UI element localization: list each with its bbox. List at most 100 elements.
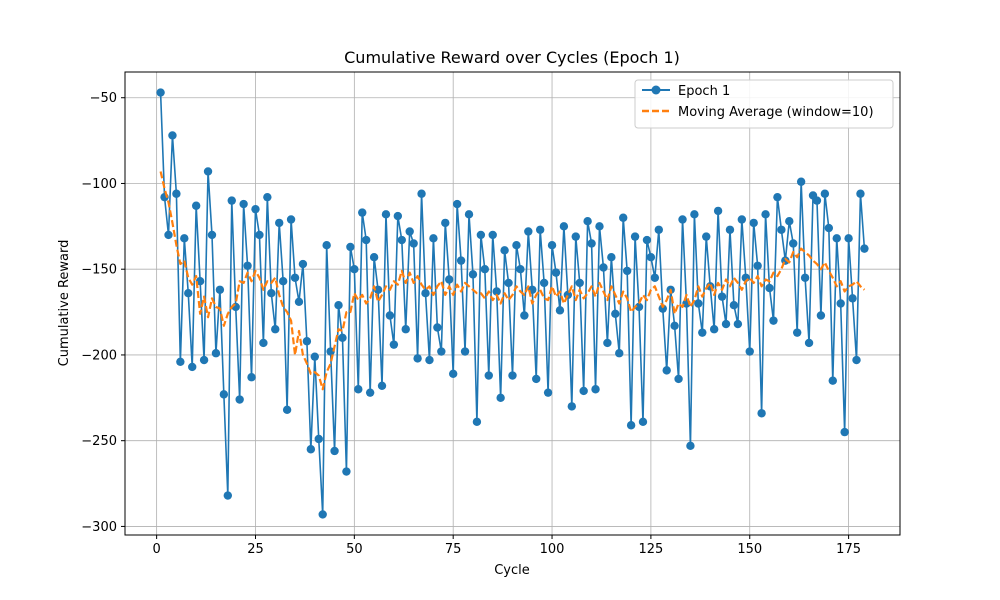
epoch-data-point <box>535 225 545 234</box>
epoch-data-point <box>824 223 834 233</box>
epoch-data-point <box>275 218 284 228</box>
epoch-data-point <box>757 409 766 418</box>
y-tick-label: −200 <box>81 348 117 363</box>
epoch-data-point <box>800 273 810 282</box>
epoch-data-point <box>243 261 252 270</box>
series-layer <box>156 88 869 519</box>
epoch-data-point <box>472 417 482 427</box>
epoch-data-point <box>385 311 395 320</box>
epoch-data-point <box>338 333 347 342</box>
epoch-data-point <box>860 244 869 253</box>
epoch-data-point <box>464 210 474 219</box>
epoch-data-point <box>769 316 778 325</box>
epoch-data-point <box>405 227 414 236</box>
epoch-data-point <box>168 131 177 140</box>
epoch-data-point <box>267 289 276 298</box>
legend-marker-epoch <box>651 85 661 95</box>
epoch-data-point <box>702 232 711 241</box>
epoch-data-point <box>713 206 723 216</box>
epoch-data-point <box>516 265 525 274</box>
epoch-data-point <box>251 204 260 214</box>
epoch-data-point <box>607 253 616 262</box>
epoch-data-point <box>650 273 660 282</box>
epoch-data-point <box>452 199 462 209</box>
epoch-data-point <box>820 189 830 198</box>
y-tick-label: −50 <box>90 91 117 106</box>
epoch-data-point <box>785 216 794 226</box>
epoch-data-point <box>172 189 181 198</box>
epoch-data-point <box>792 328 802 337</box>
epoch-data-point <box>539 278 549 288</box>
epoch-data-point <box>698 328 707 337</box>
epoch-data-point <box>188 362 197 372</box>
epoch-data-point <box>753 261 762 270</box>
moving-average-line <box>159 171 866 391</box>
epoch-data-point <box>445 275 454 284</box>
epoch-data-point <box>180 234 189 243</box>
epoch-data-point <box>441 218 450 228</box>
x-tick-label: 0 <box>152 542 160 557</box>
epoch-data-point <box>587 239 596 248</box>
ticks: 0 25 50 75 100 125 150 175 −300 −250 −200 −150 −100 −… <box>81 91 861 557</box>
epoch-data-point <box>191 201 201 210</box>
epoch-data-point <box>622 266 632 276</box>
epoch-data-point <box>369 253 379 262</box>
epoch-data-point <box>571 232 580 241</box>
epoch-data-point <box>247 373 256 382</box>
epoch-data-point <box>674 374 683 384</box>
epoch-data-point <box>330 446 339 456</box>
epoch-data-point <box>199 355 209 365</box>
epoch-data-point <box>642 235 652 245</box>
epoch-data-point <box>512 240 521 250</box>
epoch-data-point <box>804 338 814 348</box>
epoch-data-point <box>591 385 600 394</box>
epoch-data-point <box>203 167 213 176</box>
epoch-data-point <box>227 196 236 205</box>
epoch-data-point <box>397 235 406 245</box>
epoch-data-point <box>638 417 648 427</box>
epoch-data-point <box>595 222 604 231</box>
epoch-data-point <box>567 402 577 411</box>
epoch-data-point <box>504 278 513 288</box>
epoch-data-point <box>575 278 584 288</box>
epoch-data-point <box>840 427 849 437</box>
epoch-data-point <box>761 210 770 219</box>
epoch-data-point <box>634 302 644 312</box>
epoch-data-point <box>654 225 664 234</box>
epoch-data-point <box>377 381 387 391</box>
epoch-data-point <box>278 277 288 286</box>
epoch-data-point <box>381 210 391 219</box>
x-tick-label: 25 <box>247 542 264 557</box>
epoch-data-point <box>579 386 588 396</box>
epoch-data-point <box>310 352 319 361</box>
epoch-data-point <box>164 230 173 240</box>
epoch-data-point <box>563 290 573 300</box>
epoch-data-point <box>409 239 418 248</box>
epoch-data-point <box>476 230 486 240</box>
epoch-data-point <box>306 445 316 454</box>
epoch-data-point <box>290 273 300 282</box>
epoch-data-point <box>626 421 636 430</box>
x-tick-label: 150 <box>737 542 762 557</box>
epoch-data-point <box>350 265 359 274</box>
epoch-data-point <box>365 388 375 397</box>
epoch-data-point <box>433 323 442 332</box>
epoch-data-point <box>856 189 865 198</box>
epoch-data-point <box>302 337 312 346</box>
y-tick-label: −250 <box>81 434 117 449</box>
x-tick-label: 75 <box>445 542 462 557</box>
epoch-data-point <box>615 349 624 358</box>
epoch-data-point <box>492 287 501 296</box>
epoch-data-point <box>599 263 608 272</box>
epoch-data-point <box>318 510 327 519</box>
y-axis-label: Cumulative Reward <box>57 240 72 367</box>
epoch-data-point <box>484 371 493 380</box>
epoch-data-point <box>354 385 363 394</box>
epoch-data-point <box>361 235 371 245</box>
epoch-data-point <box>413 354 422 363</box>
epoch-data-point <box>690 210 699 219</box>
epoch-data-point <box>670 321 679 330</box>
epoch-data-point <box>721 319 731 329</box>
epoch-data-point <box>286 215 296 224</box>
epoch-data-point <box>448 369 458 379</box>
